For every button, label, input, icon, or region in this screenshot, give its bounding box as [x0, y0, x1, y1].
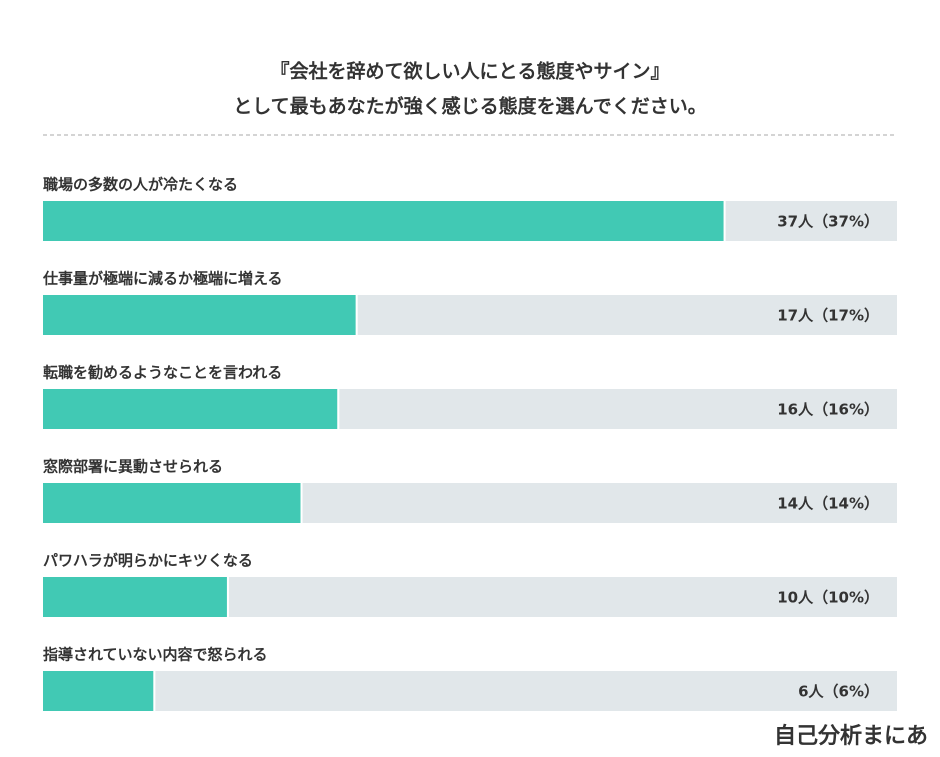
bar [43, 483, 301, 523]
value-label: 37人（37%） [777, 213, 879, 231]
brand-logo: 自己分析まにあ [774, 723, 928, 749]
value-label: 6人（6%） [798, 683, 879, 701]
value-label: 10人（10%） [777, 589, 879, 607]
value-label: 14人（14%） [777, 495, 879, 513]
bar [43, 389, 338, 429]
value-label: 17人（17%） [777, 307, 879, 325]
bar [43, 577, 227, 617]
bar [43, 201, 724, 241]
chart-title: 『会社を辞めて欲しい人にとる態度やサイン』 [270, 60, 669, 83]
bar-track [43, 671, 897, 711]
category-label: 指導されていない内容で怒られる [43, 646, 268, 664]
category-label: 転職を勧めるようなことを言われる [43, 364, 282, 382]
category-label: 窓際部署に異動させられる [43, 458, 223, 476]
category-label: 仕事量が極端に減るか極端に増える [42, 270, 283, 288]
chart-title: として最もあなたが強く感じる態度を選んでください。 [233, 95, 706, 118]
category-label: パワハラが明らかにキツくなる [43, 552, 253, 570]
category-label: 職場の多数の人が冷たくなる [43, 176, 238, 194]
bar [43, 671, 154, 711]
value-label: 16人（16%） [777, 401, 879, 419]
bar [43, 295, 356, 335]
